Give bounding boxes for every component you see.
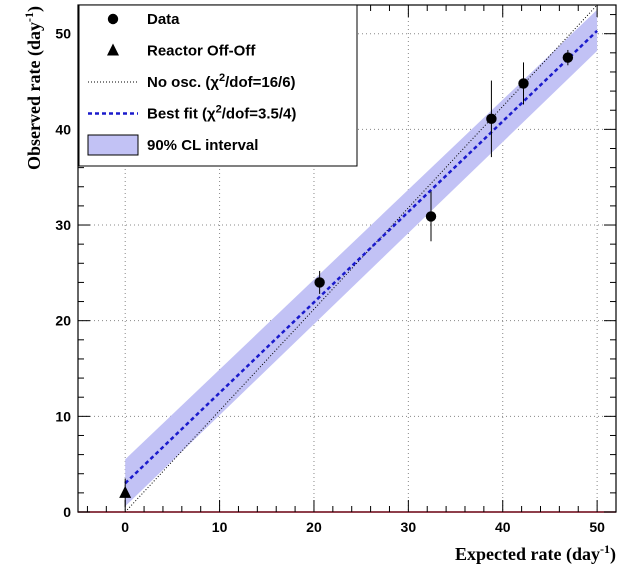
x-tick-label: 40 (495, 519, 511, 535)
x-tick-label: 20 (306, 519, 322, 535)
y-tick-label: 50 (55, 26, 71, 42)
legend-label: Data (147, 11, 180, 28)
legend-label: Reactor Off-Off (147, 43, 256, 60)
x-tick-label: 10 (212, 519, 228, 535)
legend-label: 90% CL interval (147, 137, 258, 154)
y-tick-label: 0 (63, 504, 71, 520)
lines-layer (124, 4, 598, 513)
y-tick-label: 10 (55, 408, 71, 424)
legend-label: No osc. (χ2/dof=16/6) (147, 72, 296, 91)
data-point (562, 52, 574, 63)
data-point (425, 211, 437, 222)
x-axis-title: Expected rate (day-1) (455, 542, 616, 565)
legend-circle-icon (107, 13, 119, 25)
x-tick-label: 0 (121, 519, 129, 535)
legend: Data Reactor Off-Off No osc. (χ2/dof=16/6)… (78, 4, 358, 167)
x-tick-label: 30 (401, 519, 417, 535)
points-layer (119, 49, 574, 508)
cl-band-layer (125, 9, 598, 507)
reactor-off-point (119, 485, 132, 498)
y-tick-label: 20 (55, 313, 71, 329)
best-fit-line (124, 29, 598, 485)
y-axis-title: Observed rate (day-1) (22, 6, 45, 170)
legend-triangle-icon (107, 43, 119, 56)
y-tick-label: 40 (55, 121, 71, 137)
legend-band-icon (87, 134, 139, 156)
y-tick-label: 30 (55, 217, 71, 233)
data-point (314, 277, 325, 288)
x-tick-label: 50 (589, 519, 605, 535)
cl-band (125, 9, 598, 507)
legend-label: Best fit (χ2/dof=3.5/4) (147, 104, 296, 123)
data-point (518, 78, 529, 89)
data-point (486, 113, 497, 125)
